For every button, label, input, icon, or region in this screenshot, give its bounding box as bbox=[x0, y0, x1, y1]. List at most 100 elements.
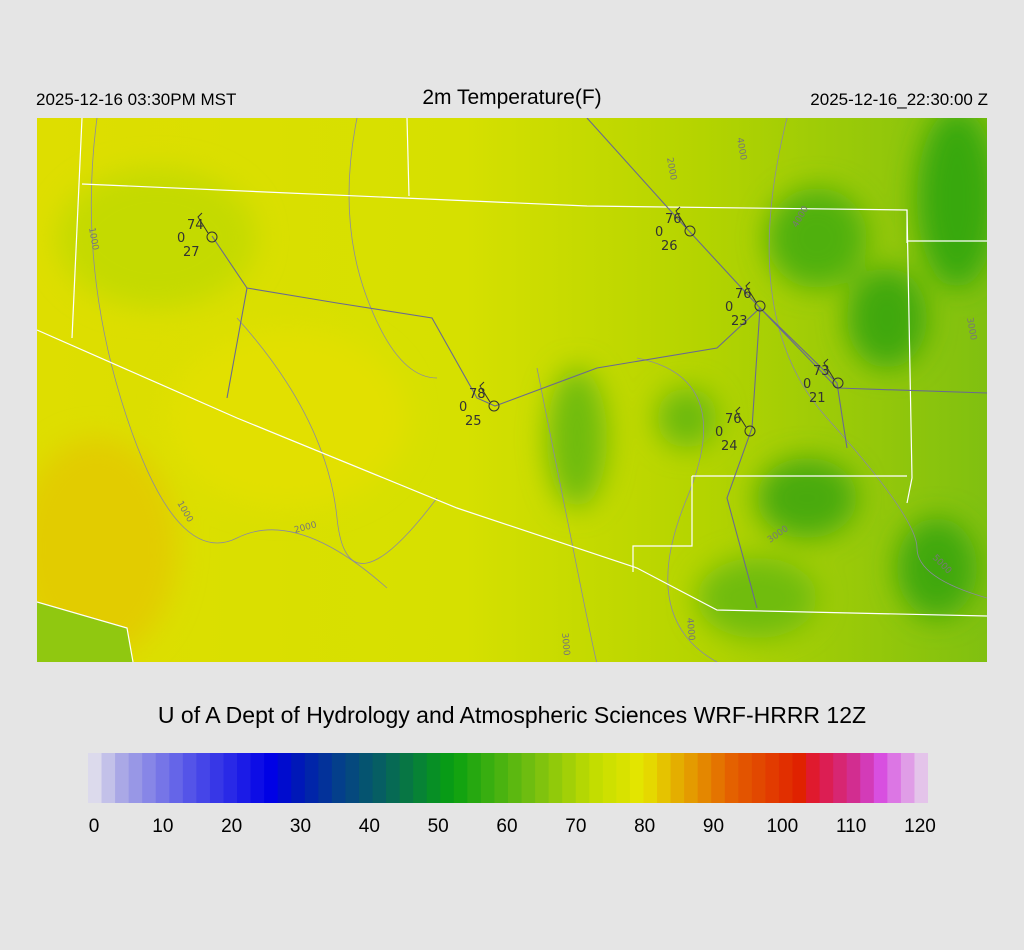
station-circle bbox=[832, 377, 844, 389]
colorbar-segment bbox=[291, 753, 306, 803]
colorbar-segment bbox=[264, 753, 279, 803]
station-circle bbox=[488, 400, 500, 412]
colorbar-segment bbox=[562, 753, 577, 803]
colorbar-segment bbox=[860, 753, 875, 803]
colorbar-segment bbox=[900, 753, 916, 803]
colorbar-segment bbox=[494, 753, 509, 803]
station-mid: 0 bbox=[459, 400, 467, 415]
colorbar-segment bbox=[155, 753, 170, 803]
colorbar-segment bbox=[819, 753, 834, 803]
colorbar-segment bbox=[209, 753, 225, 803]
contour-label: 2000 bbox=[664, 157, 678, 182]
colorbar-segment bbox=[670, 753, 685, 803]
colorbar-tick-label: 40 bbox=[358, 816, 380, 837]
colorbar-segment bbox=[724, 753, 739, 803]
colorbar-segment bbox=[887, 753, 902, 803]
colorbar-segment bbox=[914, 753, 928, 803]
station-temp: 76 bbox=[725, 412, 742, 427]
colorbar bbox=[88, 753, 928, 803]
colorbar-segment bbox=[372, 753, 387, 803]
contour-label: 1000 bbox=[86, 227, 100, 252]
colorbar-segment bbox=[602, 753, 617, 803]
state-borders bbox=[37, 118, 987, 662]
colorbar-tick-label: 120 bbox=[904, 816, 936, 837]
colorbar-segment bbox=[765, 753, 780, 803]
contour-label: 3000 bbox=[559, 632, 571, 656]
utc-time: 2025-12-16_22:30:00 Z bbox=[810, 90, 988, 109]
colorbar-tick-label: 30 bbox=[289, 816, 312, 837]
colorbar-segment bbox=[697, 753, 712, 803]
colorbar-tick-label: 80 bbox=[634, 816, 656, 837]
colorbar-segment bbox=[751, 753, 767, 803]
station-circle bbox=[684, 225, 696, 237]
colorbar-segment bbox=[128, 753, 143, 803]
colorbar-tick-label: 90 bbox=[702, 816, 725, 837]
colorbar-segment bbox=[480, 753, 496, 803]
colorbar-segment bbox=[548, 753, 563, 803]
colorbar-segment bbox=[142, 753, 157, 803]
wind-barb bbox=[479, 381, 491, 403]
colorbar-segment bbox=[846, 753, 861, 803]
contour-label: 3000 bbox=[964, 317, 978, 342]
colorbar-segment bbox=[426, 753, 441, 803]
colorbar-segment bbox=[738, 753, 753, 803]
colorbar-segment bbox=[657, 753, 672, 803]
colorbar-segment bbox=[358, 753, 374, 803]
colorbar-segment bbox=[250, 753, 265, 803]
colorbar-segment bbox=[196, 753, 211, 803]
colorbar-tick-label: 0 bbox=[88, 816, 100, 837]
station-mid: 0 bbox=[655, 225, 663, 240]
colorbar-segment bbox=[277, 753, 292, 803]
colorbar-segment bbox=[616, 753, 631, 803]
colorbar-segment bbox=[467, 753, 482, 803]
colorbar-segment bbox=[237, 753, 252, 803]
wind-barb bbox=[823, 358, 835, 380]
station-circle bbox=[754, 300, 766, 312]
colorbar-segment bbox=[643, 753, 658, 803]
colorbar-tick-label: 20 bbox=[221, 816, 243, 837]
temperature-map: 1000100020002000300030004000400040005000… bbox=[37, 118, 987, 662]
colorbar-segment bbox=[182, 753, 197, 803]
colorbar-segment bbox=[169, 753, 184, 803]
contour-label: 4000 bbox=[734, 137, 748, 162]
colorbar-segment bbox=[318, 753, 333, 803]
colorbar-segment bbox=[806, 753, 821, 803]
station-temp: 73 bbox=[813, 364, 830, 379]
colorbar-segment bbox=[453, 753, 468, 803]
station-mid: 0 bbox=[715, 425, 723, 440]
colorbar-segment bbox=[792, 753, 807, 803]
colorbar-segment bbox=[345, 753, 360, 803]
colorbar-segment bbox=[399, 753, 414, 803]
colorbar-segment bbox=[386, 753, 401, 803]
contour-label: 4000 bbox=[684, 617, 696, 641]
colorbar-tick-label: 70 bbox=[565, 816, 587, 837]
map-title: 2m Temperature(F) bbox=[422, 86, 602, 109]
colorbar-segment bbox=[304, 753, 319, 803]
colorbar-segment bbox=[629, 753, 645, 803]
colorbar-segment bbox=[115, 753, 130, 803]
station-temp: 78 bbox=[469, 387, 486, 402]
station-dewpoint: 27 bbox=[183, 245, 200, 260]
station-dewpoint: 25 bbox=[465, 414, 482, 429]
local-time: 2025-12-16 03:30PM MST bbox=[36, 90, 237, 109]
station-dewpoint: 21 bbox=[809, 391, 826, 406]
colorbar-segment bbox=[535, 753, 550, 803]
station-temp: 76 bbox=[735, 287, 752, 302]
colorbar-tick-label: 60 bbox=[496, 816, 518, 837]
low-area bbox=[37, 602, 133, 662]
wind-barb bbox=[675, 206, 687, 228]
station-mid: 0 bbox=[725, 300, 733, 315]
roads bbox=[211, 118, 987, 609]
colorbar-segment bbox=[873, 753, 888, 803]
colorbar-segment bbox=[101, 753, 116, 803]
colorbar-tick-label: 110 bbox=[836, 816, 867, 837]
colorbar-segment bbox=[331, 753, 347, 803]
temperature-field bbox=[37, 118, 987, 658]
colorbar-segment bbox=[440, 753, 455, 803]
colorbar-segment bbox=[833, 753, 848, 803]
station-dewpoint: 26 bbox=[661, 239, 678, 254]
colorbar-tick-label: 10 bbox=[152, 816, 174, 837]
